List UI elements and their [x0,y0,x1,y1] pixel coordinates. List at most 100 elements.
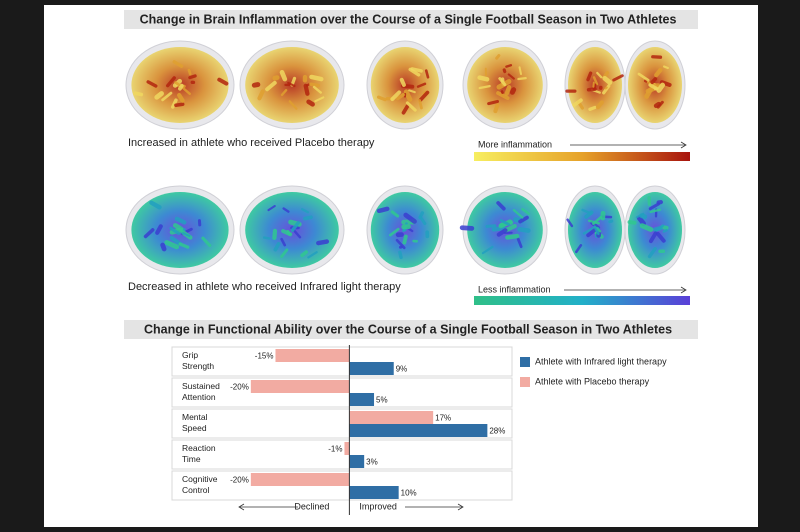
brain-fiber [604,86,608,90]
brain-fiber [154,91,164,100]
brain-fiber [478,84,491,90]
brain-fiber [507,73,515,80]
brain-fiber [178,83,184,91]
brain-fiber [272,228,278,241]
brain-fiber [663,65,669,70]
brain-fiber [637,72,650,82]
brain-fiber [314,96,325,103]
bar [349,411,434,424]
bar [344,442,350,455]
brain-fiber [499,219,511,226]
brain [125,40,235,130]
brain [564,40,626,130]
brain-fiber [273,242,281,252]
brain-fiber [282,207,290,213]
title-bar [124,320,698,339]
brain-fiber [408,89,416,94]
brain-fiber [288,100,298,110]
brain-fiber [612,74,624,82]
brain-fiber [660,224,669,230]
brain-fiber [201,236,212,248]
brain-fiber [396,93,405,101]
brain-fiber [636,215,646,226]
brain-fiber [592,76,599,86]
brain-fiber [659,80,672,87]
brain-fiber [160,242,167,252]
bar [349,424,488,437]
brain [366,185,444,275]
brain-fiber [592,83,597,91]
brain [564,185,626,275]
brain-fiber [408,67,421,77]
brain-fiber [588,105,597,111]
brain-fiber [493,103,500,114]
row-box [171,377,513,408]
brain-fiber [418,90,430,102]
arrow-head [238,503,245,511]
placebo-caption: Increased in athlete who received Placeb… [128,137,375,149]
brain [239,185,345,275]
value-label: 17% [435,414,451,423]
axis-label: Declined [294,501,329,511]
brain-fiber [262,236,271,240]
brain-fiber [652,225,663,232]
brain-fiber [517,227,531,233]
brain-fiber [290,220,300,233]
brain-fiber [279,70,288,82]
brain-fiber [178,242,190,249]
bar [275,349,350,362]
brain-fiber [649,208,662,214]
brain-fiber [656,82,666,93]
brain-fiber [251,82,261,88]
brain-fiber [402,234,408,245]
brain-fiber [303,83,310,96]
brain-fiber [516,237,523,249]
brain-fiber [312,85,322,94]
brain-fiber [307,251,318,259]
brain-fiber [133,91,144,97]
brain-fiber [174,216,187,225]
row-box [171,408,513,439]
value-label: 10% [401,489,417,498]
brain [624,40,686,130]
bar [250,473,350,486]
brain-fiber [300,207,310,214]
axis-label: Improved [359,501,397,511]
brain-fiber [169,226,181,236]
brain-fiber [662,228,668,233]
legend-swatch [520,377,530,387]
bar [250,380,350,393]
brain-fiber [491,226,506,232]
value-label: 3% [366,458,378,467]
brain-fiber [418,211,425,220]
brain-fiber [390,210,400,218]
brain-fiber [165,76,176,88]
brain-fiber [650,77,658,85]
brain-fiber [602,70,610,79]
brain-fiber [572,98,583,107]
brain-fiber [647,247,657,259]
brain-fiber [656,100,664,109]
value-label: -20% [230,476,249,485]
brain-fiber [146,80,158,88]
brain-fiber [265,80,277,92]
brain-fiber [595,100,604,110]
brain-fiber [481,245,494,255]
bar-chart: Grip Strength -15% 9% Sustained Attention -20%… [171,345,667,515]
brain-fiber [398,250,403,260]
bar [349,486,399,499]
brain-fiber [164,240,180,250]
infrared-caption: Decreased in athlete who received Infrar… [128,281,401,293]
brain-fiber [627,220,637,225]
brain-fiber [287,81,296,88]
brain-fiber [654,68,663,78]
brain-fiber [292,228,302,239]
brain-fiber [306,99,315,107]
brain-fiber [586,228,597,238]
arrow-head [680,141,687,149]
brain-fiber [172,60,184,68]
brain-fiber [496,201,506,211]
brain-fiber [518,215,529,224]
brain-fiber [517,76,527,81]
